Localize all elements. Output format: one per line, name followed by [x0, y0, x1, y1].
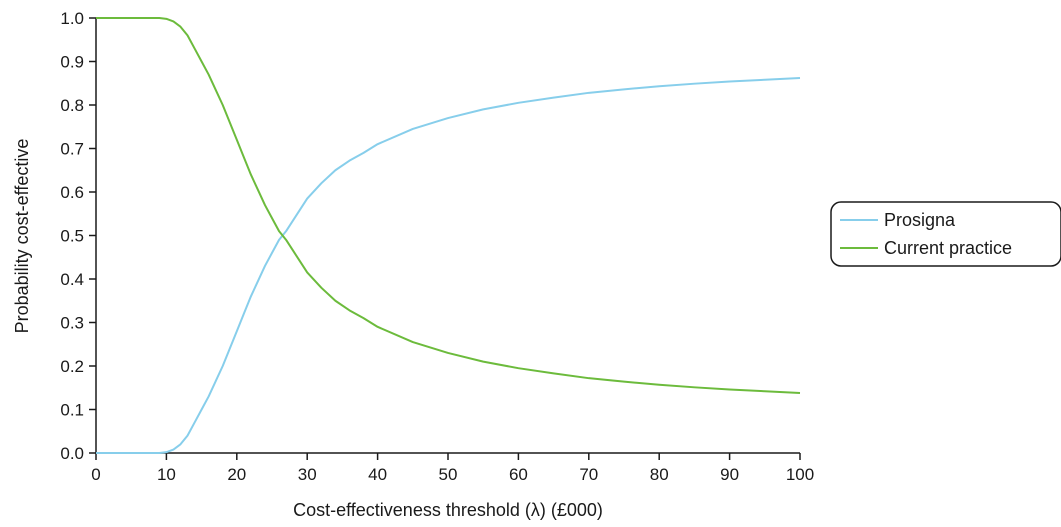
y-tick-label: 0.1	[60, 401, 84, 420]
x-tick-label: 10	[157, 465, 176, 484]
x-tick-label: 80	[650, 465, 669, 484]
y-ticks: 0.0 0.1 0.2 0.3 0.4 0.5 0.6 0.7 0.8 0.9 1.0	[60, 9, 96, 463]
y-axis-title: Probability cost-effective	[12, 139, 32, 334]
x-tick-label: 30	[298, 465, 317, 484]
x-tick-label: 100	[786, 465, 814, 484]
y-tick-label: 0.5	[60, 227, 84, 246]
y-tick-label: 0.9	[60, 53, 84, 72]
y-tick-label: 0.4	[60, 270, 84, 289]
x-ticks: 0 10 20 30 40 50 60 70 80 90 100	[91, 453, 814, 484]
x-tick-label: 70	[579, 465, 598, 484]
x-tick-label: 20	[227, 465, 246, 484]
legend-label-current-practice: Current practice	[884, 238, 1012, 258]
x-tick-label: 60	[509, 465, 528, 484]
legend-label-prosigna: Prosigna	[884, 210, 956, 230]
series-line-prosigna	[96, 77, 801, 454]
y-tick-label: 1.0	[60, 9, 84, 28]
x-axis-title: Cost-effectiveness threshold (λ) (£000)	[293, 500, 603, 520]
y-tick-label: 0.0	[60, 444, 84, 463]
y-tick-label: 0.3	[60, 314, 84, 333]
x-tick-label: 0	[91, 465, 100, 484]
legend-box	[830, 201, 1061, 267]
y-tick-label: 0.6	[60, 183, 84, 202]
y-tick-label: 0.8	[60, 96, 84, 115]
x-tick-label: 40	[368, 465, 387, 484]
legend: Prosigna Current practice	[830, 201, 1061, 267]
x-tick-label: 50	[439, 465, 458, 484]
y-tick-label: 0.2	[60, 357, 84, 376]
y-tick-label: 0.7	[60, 140, 84, 159]
series-line-current-practice	[96, 17, 801, 394]
x-tick-label: 90	[720, 465, 739, 484]
series-lines	[96, 17, 801, 454]
